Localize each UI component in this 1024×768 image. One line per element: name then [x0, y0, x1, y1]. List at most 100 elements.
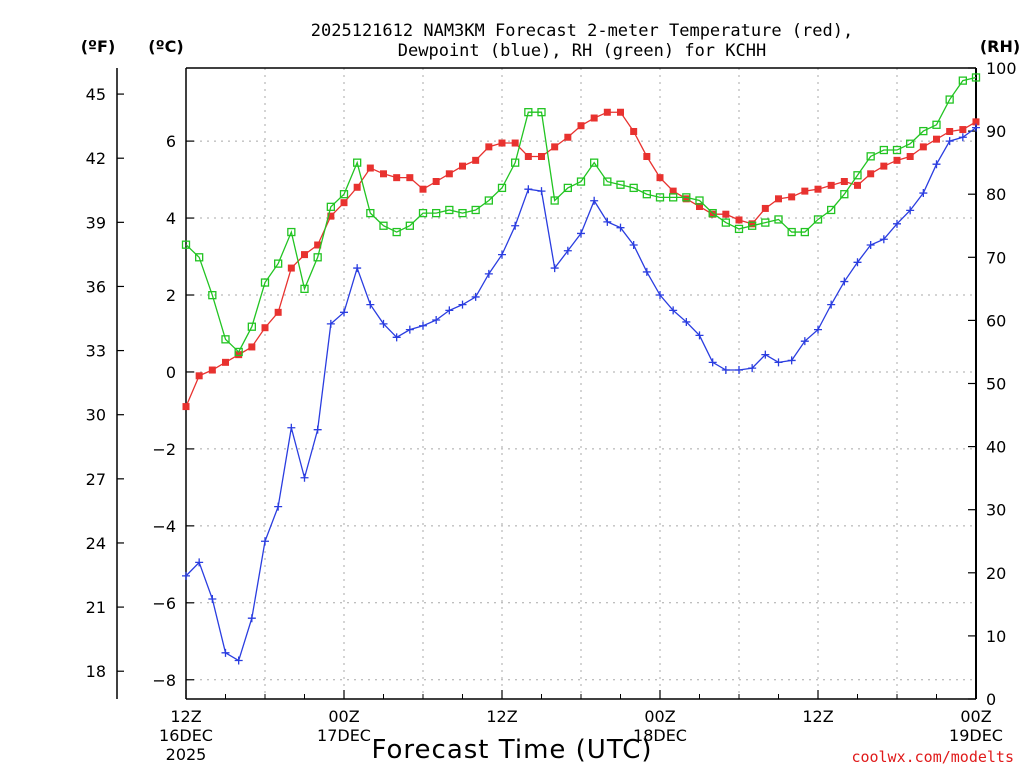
dewpoint-point: [432, 316, 441, 325]
relative-humidity-point: [576, 177, 586, 186]
x-axis-title: Forecast Time (UTC): [371, 735, 652, 765]
2-meter-temperature-point: [208, 366, 216, 374]
2-meter-temperature-point: [603, 108, 611, 116]
2-meter-temperature-point: [801, 187, 809, 195]
2-meter-temperature-point: [314, 241, 322, 249]
2-meter-temperature-point: [959, 126, 967, 134]
x-tick-time-label: 12Z: [170, 707, 201, 726]
relative-humidity-point: [471, 205, 480, 215]
relative-humidity-point: [906, 139, 915, 148]
x-tick-time-label: 12Z: [802, 707, 833, 726]
relative-humidity-point: [840, 190, 849, 199]
dewpoint-point: [669, 306, 678, 315]
2-meter-temperature-point: [538, 152, 545, 160]
relative-humidity-point: [642, 190, 651, 199]
2-meter-temperature-point: [972, 118, 980, 126]
relative-humidity-point: [721, 218, 730, 227]
2-meter-temperature-point: [840, 178, 848, 186]
relative-humidity-point: [300, 284, 309, 294]
dewpoint-point: [379, 319, 388, 328]
f-tick-label: 36: [86, 277, 106, 296]
axes: 454239363330272421186420−2−4−6−810090807…: [86, 59, 1017, 764]
relative-humidity-point: [734, 224, 744, 234]
dewpoint-point: [800, 337, 809, 346]
2-meter-temperature-point: [406, 174, 414, 182]
relative-humidity-line: [185, 76, 977, 354]
dewpoint-point: [524, 185, 533, 194]
f-tick-label: 45: [86, 85, 106, 104]
2-meter-temperature-point: [919, 143, 927, 151]
2-meter-temperature-point: [893, 156, 901, 164]
dewpoint-point: [656, 291, 664, 300]
2-meter-temperature-point: [485, 143, 493, 151]
dewpoint-point: [458, 300, 467, 309]
rh-tick-label: 80: [986, 185, 1006, 204]
c-tick-label: −8: [152, 671, 176, 690]
dewpoint-point: [932, 160, 941, 169]
x-tick-date-label: 18DEC: [633, 726, 687, 745]
relative-humidity-point: [655, 193, 665, 202]
2-meter-temperature-point: [419, 185, 427, 193]
2-meter-temperature-point: [248, 343, 256, 351]
dewpoint-point: [550, 264, 559, 273]
2-meter-temperature-point: [827, 181, 835, 189]
dewpoint-point: [958, 133, 967, 142]
f-tick-label: 33: [86, 342, 106, 361]
dewpoint-point: [695, 331, 704, 340]
relative-humidity-point: [234, 347, 243, 357]
relative-humidity-point: [379, 221, 388, 230]
dewpoint-point: [208, 594, 217, 603]
dewpoint-point: [840, 277, 849, 286]
2-meter-temperature-point: [696, 203, 703, 211]
series-layer: [181, 73, 981, 665]
2-meter-temperature-point: [735, 216, 743, 224]
rh-tick-label: 100: [986, 59, 1017, 78]
relative-humidity-point: [945, 95, 954, 104]
2-meter-temperature-point: [274, 308, 282, 316]
dewpoint-point: [603, 217, 612, 226]
dewpoint-point: [445, 306, 454, 315]
dewpoint-point: [353, 264, 362, 273]
dewpoint-point: [919, 189, 928, 198]
2-meter-temperature-point: [498, 139, 506, 147]
rh-tick-label: 30: [986, 501, 1006, 520]
x-tick-year-label: 2025: [166, 745, 207, 764]
c-tick-label: 0: [166, 363, 176, 382]
f-tick-label: 42: [86, 149, 106, 168]
relative-humidity-point: [695, 196, 704, 205]
dewpoint-point: [761, 350, 770, 359]
c-tick-label: 2: [166, 286, 176, 305]
dewpoint-point: [366, 300, 375, 309]
dewpoint-point: [748, 364, 757, 373]
2-meter-temperature-point: [222, 358, 229, 366]
2-meter-temperature-point: [933, 135, 940, 143]
rh-tick-label: 90: [986, 122, 1006, 141]
2-meter-temperature-point: [445, 170, 453, 178]
relative-humidity-point: [787, 227, 796, 237]
relative-humidity-point: [603, 177, 612, 186]
x-tick-time-label: 00Z: [960, 707, 991, 726]
dewpoint-point: [484, 269, 493, 278]
relative-humidity-point: [181, 240, 191, 249]
dewpoint-point: [392, 333, 401, 342]
rh-tick-label: 50: [986, 375, 1006, 394]
relative-humidity-point: [247, 322, 256, 331]
dewpoint-point: [787, 356, 796, 365]
dewpoint-point: [182, 571, 190, 580]
dewpoint-point: [247, 614, 256, 623]
relative-humidity-point: [458, 208, 467, 218]
2-meter-temperature-point: [353, 183, 361, 191]
dewpoint-point: [774, 358, 783, 367]
dewpoint-point: [893, 219, 901, 228]
2-meter-temperature-point: [656, 174, 664, 182]
relative-humidity-point: [892, 145, 902, 155]
relative-humidity-point: [813, 215, 823, 224]
dewpoint-point: [721, 366, 730, 375]
relative-humidity-point: [866, 152, 875, 161]
dewpoint-point: [326, 319, 335, 328]
dewpoint-point: [340, 308, 348, 317]
x-tick-date-label: 19DEC: [949, 726, 1003, 745]
relative-humidity-point: [853, 171, 862, 180]
f-tick-label: 21: [86, 598, 106, 617]
dewpoint-point: [498, 250, 506, 259]
